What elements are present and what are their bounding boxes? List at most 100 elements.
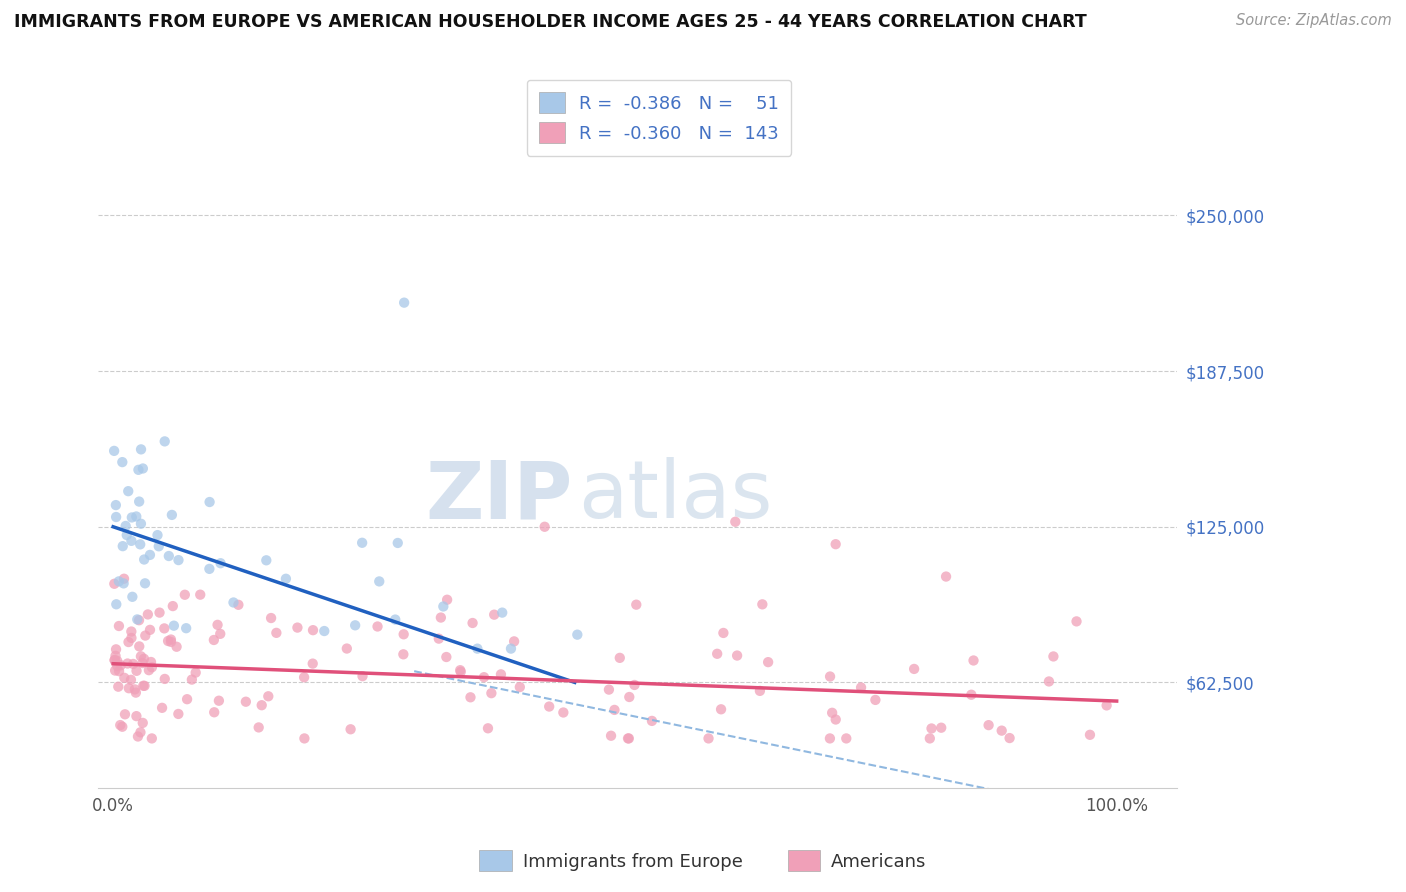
- Point: [120, 533, 142, 548]
- Point: [228, 598, 250, 612]
- Point: [120, 673, 142, 687]
- Point: [503, 634, 526, 648]
- Point: [706, 647, 728, 661]
- Point: [491, 606, 513, 620]
- Point: [117, 484, 139, 499]
- Point: [818, 731, 841, 746]
- Point: [222, 595, 245, 609]
- Point: [835, 731, 858, 746]
- Point: [104, 653, 127, 667]
- Point: [174, 621, 197, 635]
- Point: [110, 658, 132, 673]
- Point: [128, 494, 150, 508]
- Point: [990, 723, 1012, 738]
- Point: [153, 672, 176, 686]
- Point: [392, 648, 415, 662]
- Point: [104, 664, 127, 678]
- Point: [202, 706, 225, 720]
- Point: [131, 656, 153, 670]
- Point: [104, 653, 127, 667]
- Point: [479, 686, 502, 700]
- Point: [129, 725, 152, 739]
- Point: [821, 706, 844, 720]
- Point: [118, 681, 141, 696]
- Point: [336, 641, 359, 656]
- Point: [935, 569, 957, 583]
- Point: [553, 706, 575, 720]
- Point: [107, 680, 129, 694]
- Point: [725, 648, 748, 663]
- Point: [127, 463, 149, 477]
- Point: [207, 618, 229, 632]
- Point: [436, 592, 458, 607]
- Point: [209, 556, 232, 570]
- Point: [125, 664, 148, 678]
- Point: [134, 679, 156, 693]
- Point: [132, 715, 155, 730]
- Point: [619, 690, 641, 704]
- Point: [129, 442, 152, 457]
- Point: [173, 588, 195, 602]
- Point: [962, 653, 984, 667]
- Point: [598, 682, 620, 697]
- Point: [865, 693, 887, 707]
- Point: [929, 721, 952, 735]
- Point: [824, 713, 846, 727]
- Text: Source: ZipAtlas.com: Source: ZipAtlas.com: [1236, 13, 1392, 29]
- Point: [477, 721, 499, 735]
- Point: [724, 515, 747, 529]
- Point: [250, 698, 273, 713]
- Point: [110, 718, 132, 732]
- Point: [103, 576, 125, 591]
- Point: [112, 671, 135, 685]
- Point: [127, 612, 149, 626]
- Point: [138, 663, 160, 677]
- Point: [339, 723, 361, 737]
- Point: [392, 295, 415, 310]
- Point: [122, 657, 145, 671]
- Point: [139, 655, 162, 669]
- Point: [998, 731, 1021, 745]
- Point: [1042, 649, 1064, 664]
- Point: [148, 539, 170, 553]
- Point: [129, 649, 152, 664]
- Point: [209, 627, 232, 641]
- Point: [128, 613, 150, 627]
- Point: [266, 625, 288, 640]
- Point: [105, 659, 128, 673]
- Point: [105, 597, 128, 611]
- Point: [352, 669, 374, 683]
- Point: [132, 461, 155, 475]
- Point: [105, 654, 128, 668]
- Point: [117, 657, 139, 671]
- Point: [538, 699, 561, 714]
- Point: [623, 678, 645, 692]
- Point: [121, 590, 143, 604]
- Point: [617, 731, 640, 746]
- Point: [260, 611, 283, 625]
- Point: [111, 539, 134, 553]
- Point: [114, 519, 136, 533]
- Point: [120, 624, 142, 639]
- Point: [141, 660, 163, 674]
- Point: [124, 682, 146, 697]
- Point: [499, 641, 522, 656]
- Point: [849, 681, 872, 695]
- Point: [202, 632, 225, 647]
- Point: [314, 624, 336, 638]
- Text: IMMIGRANTS FROM EUROPE VS AMERICAN HOUSEHOLDER INCOME AGES 25 - 44 YEARS CORRELA: IMMIGRANTS FROM EUROPE VS AMERICAN HOUSE…: [14, 13, 1087, 31]
- Point: [160, 632, 183, 647]
- Point: [139, 548, 162, 562]
- Point: [918, 731, 941, 746]
- Point: [482, 607, 505, 622]
- Point: [163, 618, 186, 632]
- Text: ZIP: ZIP: [426, 457, 572, 535]
- Point: [352, 535, 374, 549]
- Point: [432, 599, 454, 614]
- Point: [103, 443, 125, 458]
- Point: [104, 648, 127, 663]
- Point: [302, 623, 325, 637]
- Point: [198, 495, 221, 509]
- Point: [125, 709, 148, 723]
- Point: [626, 598, 648, 612]
